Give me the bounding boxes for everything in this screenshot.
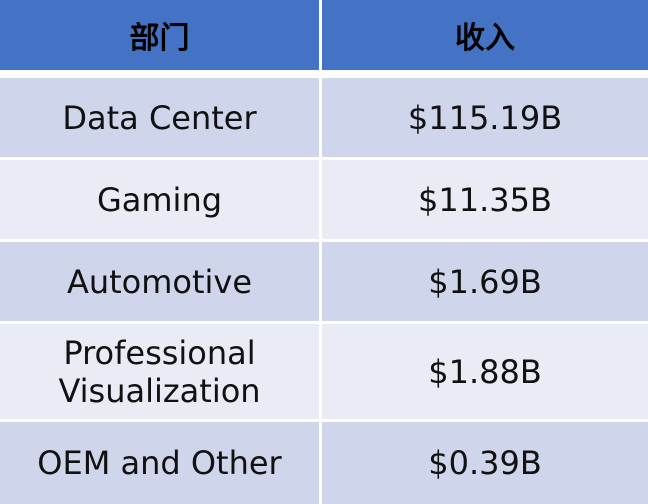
table-header-row: 部门 收入 [0,0,648,78]
header-revenue: 收入 [322,0,648,78]
header-segment: 部门 [0,0,322,78]
table-row: Gaming $11.35B [0,160,648,243]
segment-cell: Professional Visualization [0,324,322,422]
segment-cell: Automotive [0,242,322,325]
revenue-cell: $1.69B [322,242,648,325]
revenue-cell: $1.88B [322,324,648,422]
table-row: Data Center $115.19B [0,78,648,161]
segment-cell: OEM and Other [0,421,322,504]
segment-cell: Gaming [0,160,322,243]
segment-cell: Data Center [0,78,322,161]
table-row: Automotive $1.69B [0,242,648,325]
table-row: Professional Visualization $1.88B [0,324,648,422]
revenue-cell: $11.35B [322,160,648,243]
table-row: OEM and Other $0.39B [0,421,648,504]
revenue-cell: $0.39B [322,421,648,504]
revenue-cell: $115.19B [322,78,648,161]
